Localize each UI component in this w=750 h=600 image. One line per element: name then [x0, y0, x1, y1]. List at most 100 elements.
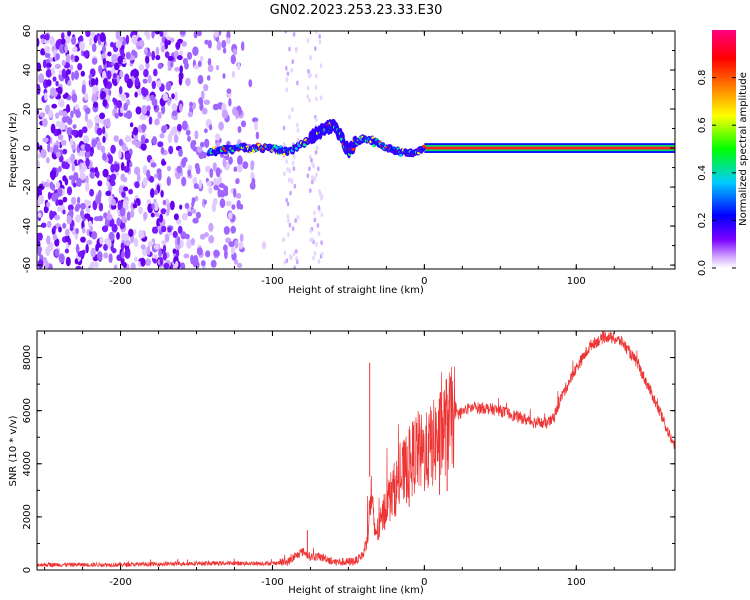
noise-blob — [57, 199, 64, 206]
noise-blob — [111, 198, 116, 206]
noise-blob — [203, 199, 207, 205]
noise-blob — [235, 192, 242, 199]
noise-blob — [139, 114, 146, 120]
colorbar-tick-label: 0.2 — [697, 212, 708, 228]
noise-blob — [163, 262, 170, 269]
x-tick-label: -200 — [109, 276, 132, 287]
noise-blob — [121, 217, 128, 224]
y-tick-label: -40 — [22, 218, 33, 234]
noise-blob — [192, 146, 199, 152]
noise-blob — [95, 77, 99, 86]
noise-blob — [65, 34, 71, 44]
noise-blob — [196, 247, 203, 256]
noise-blob — [86, 119, 93, 129]
noise-blob — [130, 209, 135, 218]
noise-blob — [154, 212, 160, 218]
noise-blob — [120, 106, 124, 114]
noise-blob — [314, 117, 318, 122]
colorbar-tick-label: 0.0 — [697, 260, 708, 276]
noise-blob — [117, 55, 123, 65]
noise-blob — [86, 239, 93, 246]
noise-blob — [313, 210, 316, 216]
noise-blob — [147, 241, 155, 247]
noise-blob — [91, 32, 96, 38]
noise-blob — [54, 248, 60, 257]
noise-blob — [105, 94, 111, 103]
noise-blob — [142, 177, 148, 187]
noise-blob — [155, 46, 160, 56]
noise-blob — [319, 95, 323, 101]
y-tick-label: 40 — [22, 64, 33, 77]
noise-blob — [42, 137, 49, 143]
noise-blob — [51, 103, 58, 109]
noise-blob — [235, 178, 240, 185]
noise-blob — [107, 239, 112, 249]
noise-blob — [91, 57, 98, 65]
noise-blob — [95, 195, 102, 205]
noise-blob — [293, 265, 296, 269]
noise-blob — [215, 133, 221, 141]
noise-blob — [283, 260, 287, 265]
noise-blob — [148, 176, 155, 183]
noise-blob — [222, 47, 227, 54]
y-tick-label: -20 — [22, 179, 33, 195]
noise-blob — [181, 120, 188, 131]
noise-blob — [314, 85, 318, 90]
noise-blob — [190, 208, 197, 214]
noise-blob — [307, 68, 310, 74]
colorbar-ticks: 0.0 0.2 0.4 0.6 0.8 — [697, 70, 736, 276]
noise-blob — [222, 73, 226, 79]
spectrogram-xlabel: Height of straight line (km) — [288, 285, 424, 296]
noise-blob — [47, 191, 52, 200]
noise-blob — [71, 93, 78, 103]
noise-blob — [97, 180, 103, 187]
noise-blob — [122, 146, 129, 152]
noise-blob — [283, 250, 287, 256]
trace-blob — [273, 144, 277, 148]
noise-blob — [61, 116, 68, 123]
noise-blob — [89, 225, 93, 232]
noise-blob — [320, 251, 324, 257]
trace-blob — [302, 143, 307, 147]
noise-blob — [166, 165, 172, 172]
noise-blob — [70, 153, 76, 163]
noise-blob — [105, 180, 110, 187]
noise-blob — [129, 161, 133, 168]
noise-blob — [235, 109, 239, 120]
noise-blob — [319, 63, 323, 69]
noise-blob — [111, 223, 118, 233]
noise-blob — [120, 256, 125, 266]
noise-blob — [205, 165, 211, 173]
noise-blob — [75, 243, 80, 254]
noise-blob — [308, 98, 311, 103]
noise-blob — [232, 48, 238, 56]
noise-blob — [195, 211, 201, 219]
noise-blob — [296, 137, 300, 143]
noise-blob — [159, 31, 164, 37]
noise-blob — [58, 226, 62, 233]
noise-blob — [134, 166, 141, 176]
noise-blob — [150, 212, 155, 218]
noise-blob — [81, 84, 86, 95]
snr-frame — [36, 330, 676, 571]
colorbar: 0.0 0.2 0.4 0.6 0.8 Normalized spectral ampl… — [697, 30, 749, 276]
noise-blob — [215, 167, 221, 178]
noise-blob — [46, 201, 51, 208]
noise-blob — [116, 100, 123, 109]
noise-blob — [57, 166, 62, 173]
noise-blob — [209, 168, 214, 179]
noise-blob — [138, 64, 145, 71]
noise-blob — [49, 146, 54, 153]
noise-blob — [292, 154, 296, 160]
noise-blob — [119, 70, 124, 78]
noise-blob — [66, 106, 71, 113]
noise-blob — [52, 76, 57, 82]
noise-blob — [134, 140, 142, 148]
noise-blob — [37, 38, 40, 47]
noise-blob — [158, 248, 163, 258]
noise-blob — [296, 122, 299, 128]
noise-blob — [91, 43, 97, 53]
noise-blob — [140, 134, 146, 144]
noise-blob — [99, 236, 104, 245]
